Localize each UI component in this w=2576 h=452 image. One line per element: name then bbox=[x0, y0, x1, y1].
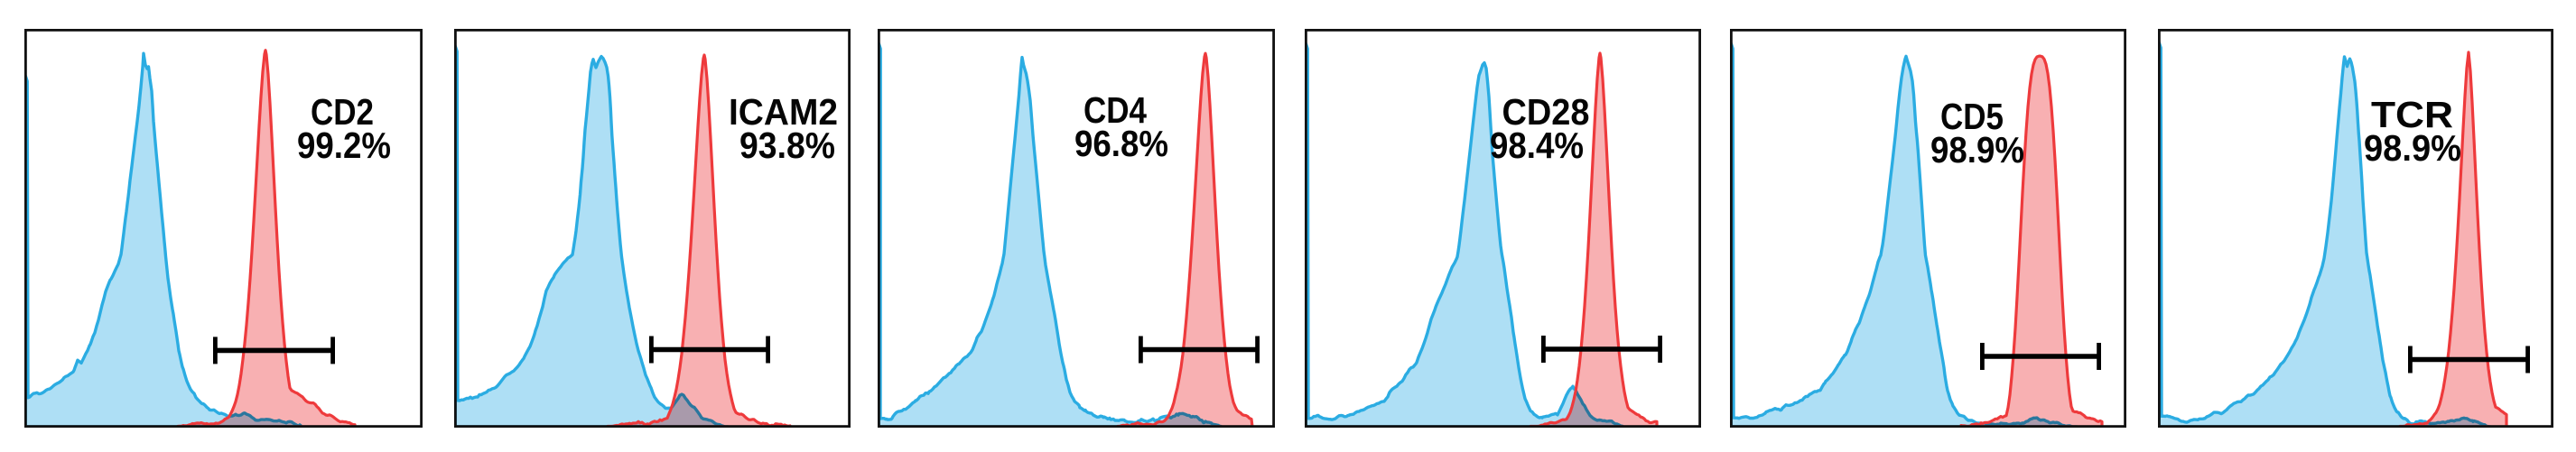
svg-text:CD5: CD5 bbox=[1940, 96, 2004, 137]
svg-text:ICAM2: ICAM2 bbox=[729, 91, 838, 133]
svg-text:CD4: CD4 bbox=[1083, 89, 1147, 131]
svg-text:CD2: CD2 bbox=[311, 91, 374, 133]
svg-text:CD28: CD28 bbox=[1502, 91, 1590, 133]
svg-text:TCR: TCR bbox=[2371, 94, 2453, 135]
svg-text:98.4%: 98.4% bbox=[1490, 125, 1584, 166]
svg-text:99.2%: 99.2% bbox=[297, 125, 391, 166]
svg-text:93.8%: 93.8% bbox=[739, 125, 835, 166]
svg-text:98.9%: 98.9% bbox=[1930, 129, 2024, 171]
svg-text:98.9%: 98.9% bbox=[2364, 127, 2461, 169]
svg-text:96.8%: 96.8% bbox=[1074, 123, 1168, 164]
